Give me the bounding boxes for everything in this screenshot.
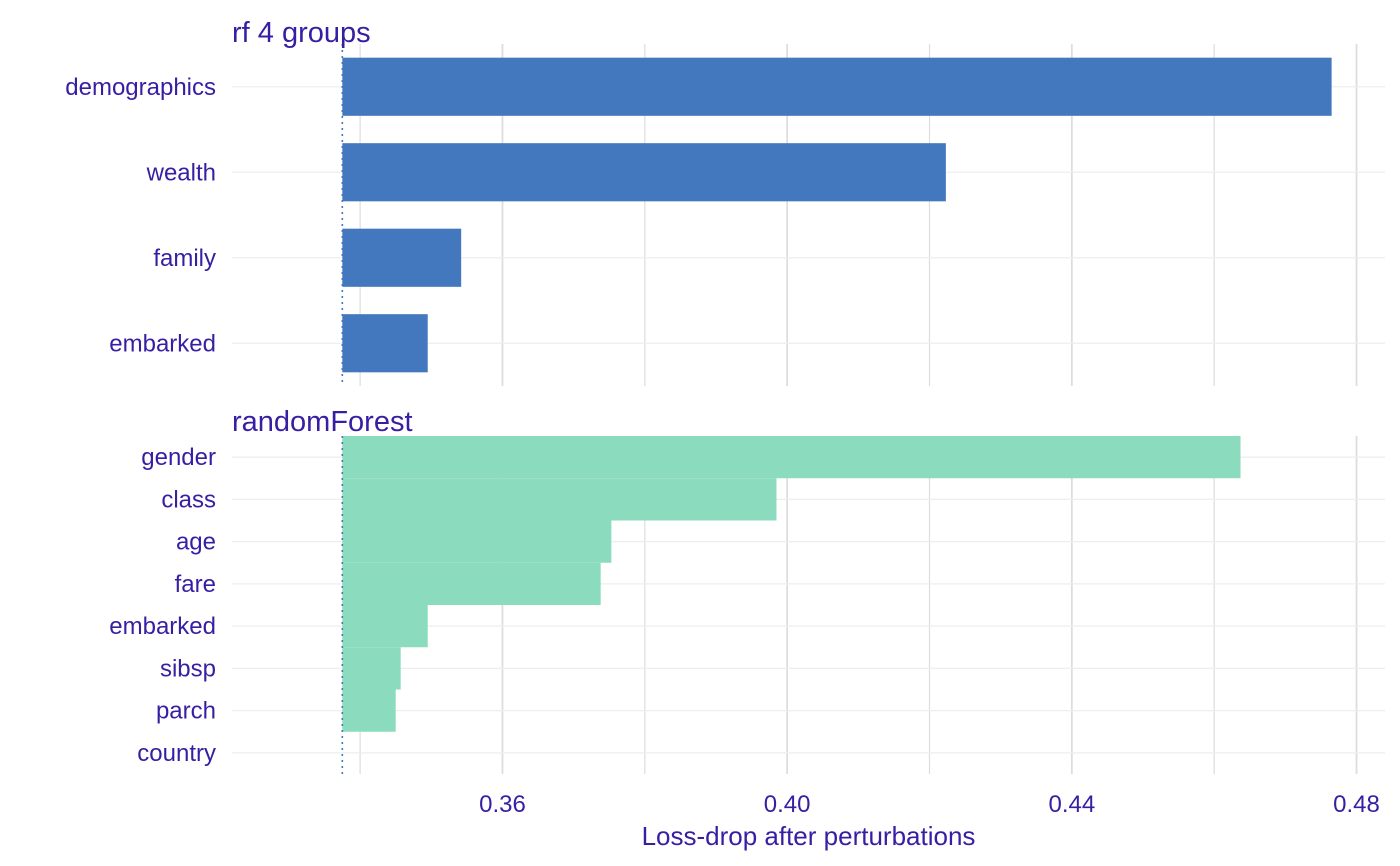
bar-parch [342, 689, 396, 732]
bar-family [342, 228, 462, 287]
x-tick-label: 0.36 [479, 791, 526, 818]
panel-2: gender class age fare embarked sibsp parch coun… [109, 406, 1385, 774]
panel-1: demographics wealth family embarked rf 4 gro… [65, 17, 1385, 386]
panels-layer: demographics wealth family embarked rf 4 gro… [65, 17, 1385, 774]
category-label: sibsp [160, 655, 216, 682]
panel-title: randomForest [232, 406, 413, 438]
panel-title: rf 4 groups [232, 17, 371, 49]
bar-gender [342, 436, 1241, 479]
category-label: age [176, 529, 216, 556]
category-label: country [137, 740, 216, 767]
bar-embarked [342, 605, 428, 648]
bar-sibsp [342, 647, 401, 690]
category-label: embarked [109, 330, 216, 357]
category-label: embarked [109, 613, 216, 640]
x-axis: 0.36 0.40 0.44 0.48 Loss-drop after perturba… [479, 791, 1380, 851]
category-label: fare [175, 571, 216, 598]
category-label: class [161, 486, 216, 513]
category-label: wealth [146, 159, 216, 186]
category-label: family [153, 245, 216, 272]
bar-class [342, 478, 777, 521]
x-tick-label: 0.40 [764, 791, 811, 818]
category-label: gender [141, 444, 216, 471]
bar-wealth [342, 143, 946, 202]
bar-fare [342, 562, 601, 605]
x-tick-label: 0.48 [1333, 791, 1380, 818]
bar-age [342, 520, 612, 563]
bar-embarked [342, 314, 428, 373]
category-label: parch [156, 698, 216, 725]
bar-demographics [342, 57, 1332, 116]
x-axis-title: Loss-drop after perturbations [642, 821, 976, 851]
category-label: demographics [65, 74, 216, 101]
x-tick-label: 0.44 [1048, 791, 1095, 818]
